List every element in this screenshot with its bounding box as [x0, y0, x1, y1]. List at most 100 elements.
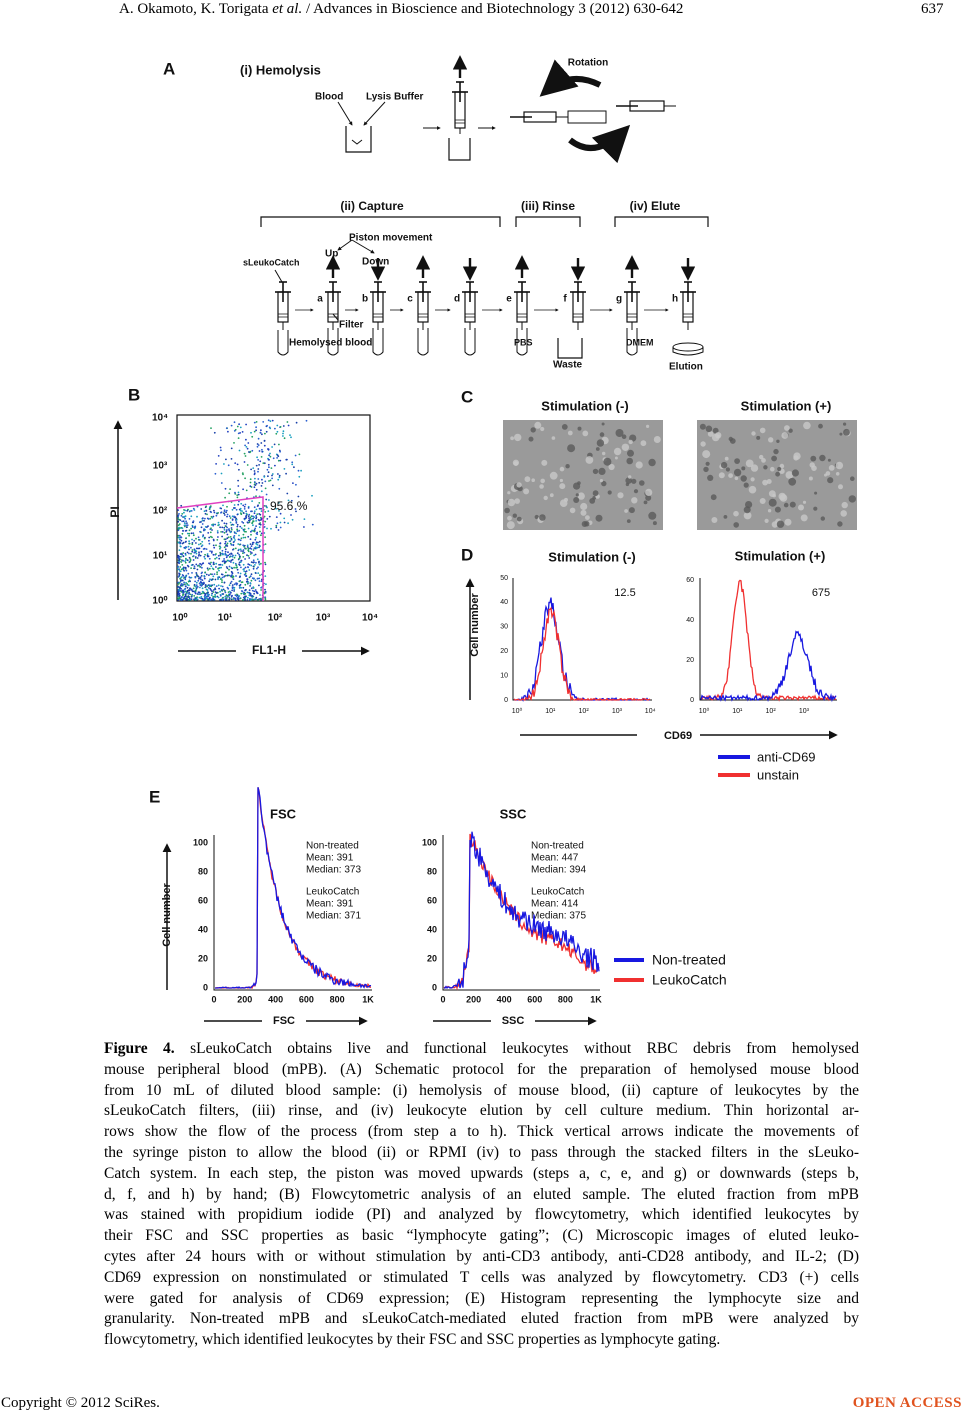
event-dot [189, 587, 191, 590]
event-dot [200, 575, 203, 577]
event-dot [242, 533, 245, 536]
event-dot [186, 532, 189, 535]
y-tick-label: 10¹ [153, 551, 168, 562]
event-dot [258, 584, 260, 587]
event-dot [182, 529, 184, 532]
event-dot [181, 513, 184, 515]
gate-value: 95.6 % [270, 499, 308, 513]
cell [516, 482, 522, 488]
cell [607, 490, 612, 495]
event-dot [244, 595, 247, 598]
cell [602, 451, 606, 456]
event-dot [260, 456, 263, 458]
event-dot [278, 443, 280, 446]
event-dot [213, 509, 215, 512]
event-dot [200, 597, 203, 600]
event-dot [255, 429, 257, 432]
event-dot [212, 575, 215, 578]
event-dot [255, 508, 258, 511]
event-dot [242, 504, 245, 507]
event-dot [228, 565, 231, 568]
event-dot [224, 590, 226, 592]
event-dot [211, 536, 213, 539]
event-dot [202, 517, 204, 519]
x-tick-label: 200 [237, 994, 252, 1004]
event-dot [203, 597, 206, 600]
event-dot [183, 516, 185, 519]
event-dot [223, 581, 226, 584]
cell [781, 432, 789, 439]
event-dot [198, 577, 200, 580]
event-dot [195, 584, 198, 586]
cell [585, 456, 594, 464]
event-dot [230, 458, 233, 460]
event-dot [182, 520, 185, 523]
event-dot [209, 531, 212, 534]
panel-label: A [163, 59, 175, 78]
event-dot [199, 586, 201, 589]
cell [573, 497, 580, 503]
event-dot [258, 563, 261, 566]
event-dot [200, 508, 203, 510]
event-dot [236, 523, 239, 526]
event-dot [241, 510, 244, 512]
cell [808, 476, 813, 481]
event-dot [276, 457, 278, 459]
event-dot [233, 537, 236, 539]
event-dot [195, 537, 197, 540]
event-dot [188, 548, 190, 551]
event-dot [298, 475, 301, 478]
event-dot [206, 526, 208, 528]
event-dot [248, 591, 251, 594]
cell [788, 428, 793, 433]
event-dot [215, 544, 217, 547]
event-dot [253, 486, 256, 489]
event-dot [222, 553, 225, 555]
pointer [363, 101, 386, 126]
caption-line: their FSC and SSC properties as basic “l… [104, 1227, 859, 1245]
event-dot [238, 595, 241, 597]
event-dot [295, 421, 298, 424]
event-dot [236, 494, 239, 496]
axis-label: FSC [273, 1015, 295, 1027]
event-dot [250, 431, 252, 434]
event-dot [246, 464, 249, 466]
event-dot [228, 492, 231, 495]
event-dot [190, 589, 193, 591]
event-dot [246, 544, 249, 547]
event-dot [194, 525, 197, 528]
cell [803, 421, 811, 430]
cell [768, 490, 776, 497]
event-dot [218, 523, 220, 526]
cell [734, 458, 740, 464]
y-tick-label: 10 [500, 672, 508, 679]
event-dot [255, 596, 258, 599]
event-dot [220, 482, 223, 484]
cell [828, 465, 835, 471]
event-dot [253, 561, 255, 564]
event-dot [185, 529, 188, 532]
event-dot [240, 590, 243, 592]
event-dot [217, 512, 220, 514]
event-dot [258, 450, 261, 452]
y-tick-label: 60 [686, 577, 694, 584]
cell [810, 455, 817, 462]
cell [788, 477, 797, 486]
cell [561, 424, 568, 430]
cell [577, 492, 585, 500]
event-dot [198, 553, 201, 556]
event-dot [249, 481, 252, 484]
y-tick-label: 0 [504, 697, 508, 704]
event-dot [269, 420, 272, 423]
event-dot [227, 595, 230, 597]
event-dot [233, 442, 235, 444]
event-dot [256, 505, 259, 507]
step-label: d [454, 294, 460, 305]
event-dot [195, 581, 198, 584]
event-dot [255, 495, 257, 498]
event-dot [248, 519, 251, 522]
stat-text: LeukoCatch [531, 887, 584, 898]
event-dot [236, 513, 239, 516]
cell [763, 465, 768, 470]
event-dot [240, 513, 243, 516]
